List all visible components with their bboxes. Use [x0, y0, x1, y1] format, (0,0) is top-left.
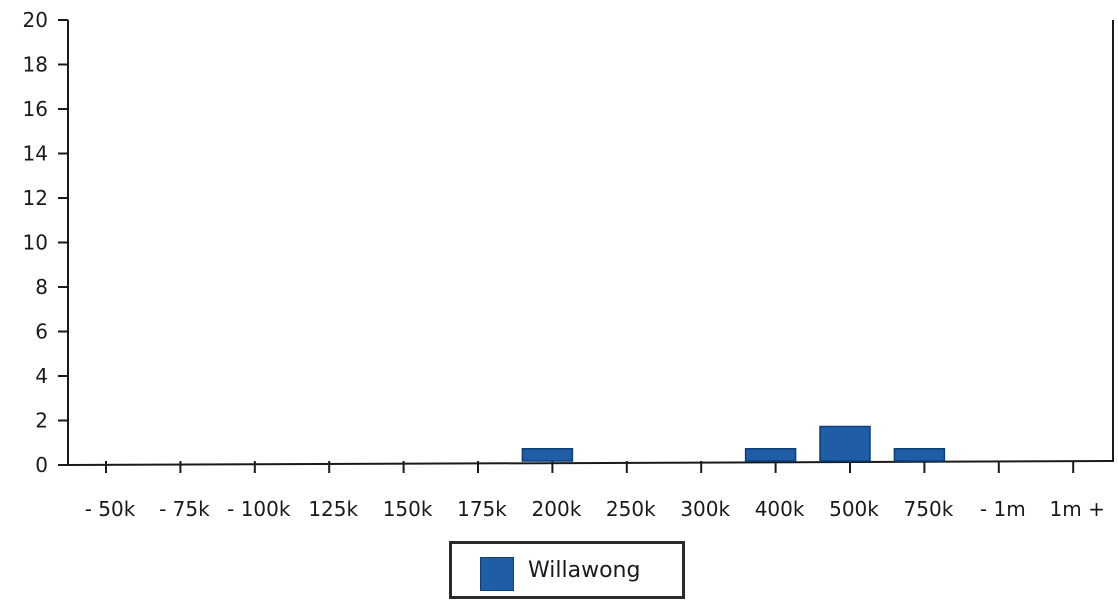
y-tick-label: 10 — [23, 231, 48, 255]
x-tick-label: - 75k — [159, 497, 210, 521]
bars — [521, 425, 946, 462]
x-tick-label: 200k — [532, 497, 582, 521]
x-tick-label: 500k — [829, 497, 879, 521]
y-tick-label: 20 — [23, 8, 48, 32]
x-tick-label: - 100k — [227, 497, 291, 521]
y-tick-label: 6 — [35, 320, 48, 344]
x-tick-label: - 1m — [980, 497, 1026, 521]
x-tick-label: - 50k — [85, 497, 136, 521]
y-tick-label: 12 — [23, 186, 48, 210]
chart-plot: 0 2 4 6 8 10 12 14 16 18 20 - 50k - 75k - 100k 125k 15… — [23, 8, 1114, 521]
x-axis: - 50k - 75k - 100k 125k 150k 175k 200k 250k 300k… — [67, 460, 1114, 521]
bar — [819, 425, 871, 462]
legend-swatch-willawong — [480, 557, 514, 591]
legend-label-willawong: Willawong — [528, 558, 641, 583]
x-axis-line — [67, 460, 1114, 466]
y-tick-label: 4 — [35, 364, 48, 388]
x-tick-label: 400k — [755, 497, 805, 521]
y-tick-label: 18 — [23, 53, 48, 77]
y-tick-label: 14 — [23, 142, 48, 166]
y-tick-label: 2 — [35, 409, 48, 433]
x-tick-label: 300k — [680, 497, 730, 521]
bar — [521, 448, 574, 462]
bar — [893, 448, 946, 462]
bar — [744, 448, 797, 462]
legend: Willawong — [449, 541, 685, 599]
y-tick-label: 0 — [35, 453, 48, 477]
y-axis: 0 2 4 6 8 10 12 14 16 18 20 — [23, 8, 69, 477]
x-tick-label: 150k — [383, 497, 433, 521]
x-tick-label: 750k — [904, 497, 954, 521]
x-tick-label: 175k — [457, 497, 507, 521]
x-tick-label: 1m + — [1050, 497, 1105, 521]
y-tick-label: 16 — [23, 97, 48, 121]
x-tick-label: 125k — [308, 497, 358, 521]
x-tick-label: 250k — [606, 497, 656, 521]
y-tick-label: 8 — [35, 275, 48, 299]
